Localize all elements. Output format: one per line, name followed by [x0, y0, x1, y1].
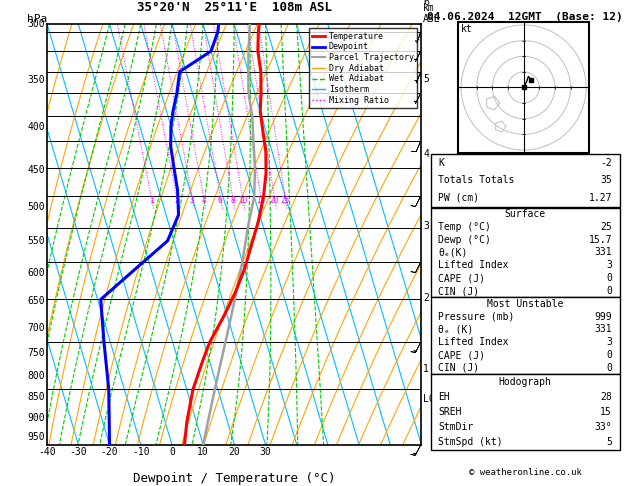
Text: 1.27: 1.27 [589, 193, 612, 203]
Text: 15: 15 [600, 407, 612, 417]
Text: 0: 0 [606, 273, 612, 283]
Text: -40: -40 [38, 447, 56, 457]
Text: 15: 15 [256, 196, 265, 206]
Text: 20: 20 [270, 196, 279, 206]
Text: 500: 500 [28, 202, 45, 212]
Text: 8: 8 [230, 196, 235, 206]
Text: 5: 5 [423, 74, 429, 84]
Text: 1: 1 [423, 364, 429, 374]
Text: Most Unstable: Most Unstable [487, 299, 564, 309]
Text: 650: 650 [28, 296, 45, 306]
Text: Temp (°C): Temp (°C) [438, 222, 491, 232]
Text: Hodograph: Hodograph [499, 377, 552, 387]
Text: 450: 450 [28, 165, 45, 174]
Text: 3: 3 [606, 337, 612, 347]
Text: Lifted Index: Lifted Index [438, 260, 509, 270]
Text: 6: 6 [218, 196, 223, 206]
Text: 800: 800 [28, 371, 45, 381]
Text: hPa: hPa [26, 14, 47, 24]
Text: 5: 5 [606, 437, 612, 447]
Text: 25: 25 [600, 222, 612, 232]
Text: Totals Totals: Totals Totals [438, 175, 515, 185]
Text: 04.06.2024  12GMT  (Base: 12): 04.06.2024 12GMT (Base: 12) [427, 12, 623, 22]
Text: 900: 900 [28, 413, 45, 423]
Text: 0: 0 [606, 350, 612, 360]
Text: 400: 400 [28, 122, 45, 132]
Text: 3: 3 [423, 222, 429, 231]
Text: Dewp (°C): Dewp (°C) [438, 235, 491, 244]
Text: 25: 25 [281, 196, 289, 206]
Text: Pressure (mb): Pressure (mb) [438, 312, 515, 322]
Text: 35°20'N  25°11'E  108m ASL: 35°20'N 25°11'E 108m ASL [136, 1, 332, 14]
Text: 331: 331 [594, 325, 612, 334]
Text: Dewpoint / Temperature (°C): Dewpoint / Temperature (°C) [133, 472, 335, 485]
Text: LCL: LCL [423, 395, 441, 404]
Text: 33°: 33° [594, 422, 612, 432]
Text: 6: 6 [423, 0, 429, 7]
Text: 550: 550 [28, 236, 45, 246]
Text: EH: EH [438, 392, 450, 402]
Text: CAPE (J): CAPE (J) [438, 350, 486, 360]
Text: 2: 2 [423, 293, 429, 303]
Text: 28: 28 [600, 392, 612, 402]
Text: CIN (J): CIN (J) [438, 363, 479, 373]
Text: StmSpd (kt): StmSpd (kt) [438, 437, 503, 447]
Text: km
ASL: km ASL [423, 3, 441, 24]
Text: θₑ (K): θₑ (K) [438, 325, 474, 334]
Text: -20: -20 [101, 447, 118, 457]
Text: 0: 0 [606, 363, 612, 373]
Text: CAPE (J): CAPE (J) [438, 273, 486, 283]
Text: kt: kt [460, 24, 472, 35]
Text: -30: -30 [70, 447, 87, 457]
Text: 3: 3 [606, 260, 612, 270]
Text: Lifted Index: Lifted Index [438, 337, 509, 347]
Text: 0: 0 [606, 286, 612, 296]
Text: PW (cm): PW (cm) [438, 193, 479, 203]
Text: 1: 1 [149, 196, 153, 206]
Text: -10: -10 [132, 447, 150, 457]
Text: 2: 2 [174, 196, 179, 206]
Text: CIN (J): CIN (J) [438, 286, 479, 296]
Text: 350: 350 [28, 74, 45, 85]
Text: StmDir: StmDir [438, 422, 474, 432]
Text: 850: 850 [28, 392, 45, 402]
Text: 30: 30 [260, 447, 271, 457]
Text: 20: 20 [228, 447, 240, 457]
Text: Mixing Ratio (g/kg): Mixing Ratio (g/kg) [437, 179, 447, 290]
Text: 35: 35 [600, 175, 612, 185]
Text: 4: 4 [423, 149, 429, 159]
Text: © weatheronline.co.uk: © weatheronline.co.uk [469, 468, 582, 477]
Text: 950: 950 [28, 432, 45, 442]
Text: 10: 10 [238, 196, 247, 206]
Text: 600: 600 [28, 268, 45, 278]
Text: 0: 0 [169, 447, 175, 457]
Text: 10: 10 [198, 447, 209, 457]
Text: 4: 4 [201, 196, 206, 206]
Text: θₑ(K): θₑ(K) [438, 247, 468, 258]
Legend: Temperature, Dewpoint, Parcel Trajectory, Dry Adiabat, Wet Adiabat, Isotherm, Mi: Temperature, Dewpoint, Parcel Trajectory… [309, 29, 417, 108]
Text: Surface: Surface [504, 209, 546, 219]
Text: K: K [438, 158, 444, 168]
Text: 331: 331 [594, 247, 612, 258]
Text: SREH: SREH [438, 407, 462, 417]
Text: 300: 300 [28, 19, 45, 29]
Text: 700: 700 [28, 323, 45, 333]
Text: -2: -2 [600, 158, 612, 168]
Text: 3: 3 [190, 196, 194, 206]
Text: 999: 999 [594, 312, 612, 322]
Text: 15.7: 15.7 [589, 235, 612, 244]
Text: 750: 750 [28, 347, 45, 358]
